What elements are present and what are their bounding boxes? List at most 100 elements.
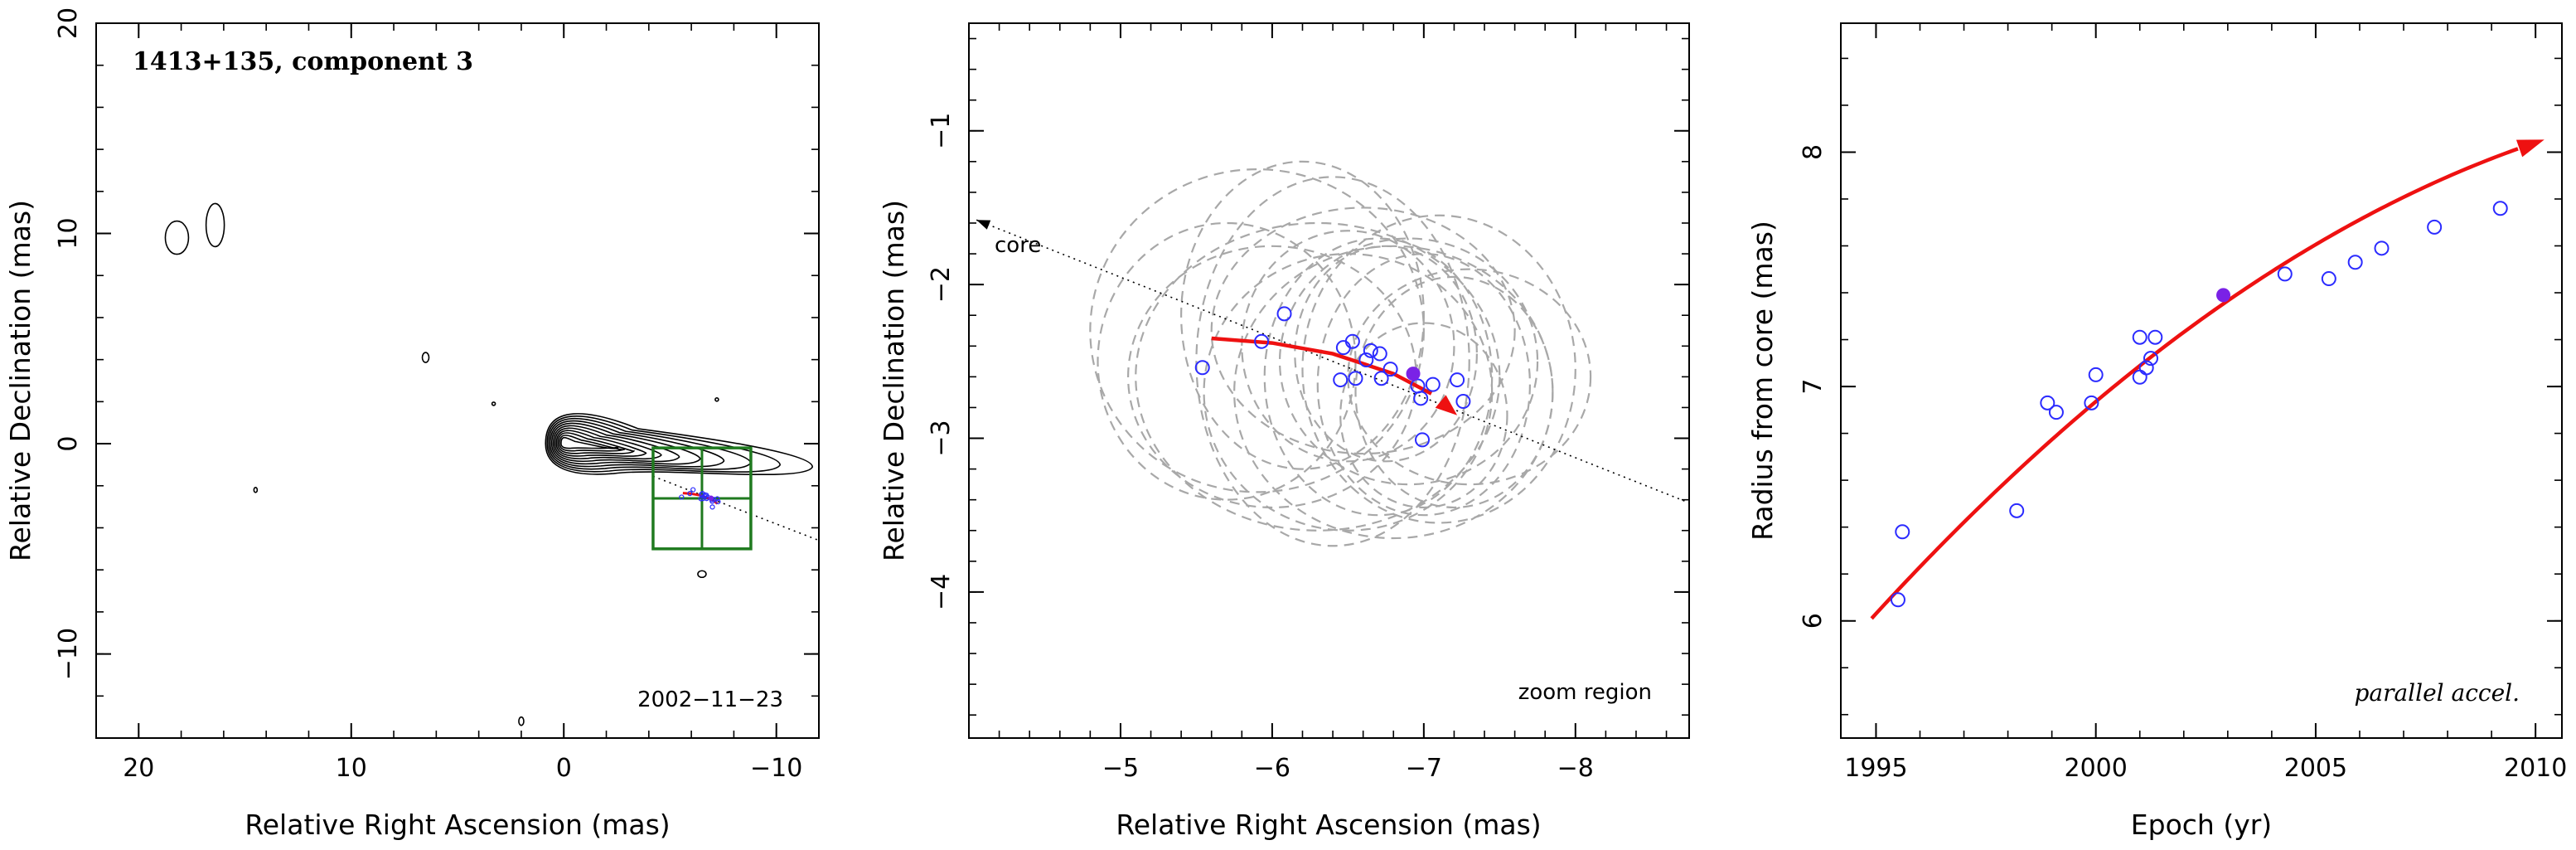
map-title: 1413+135, component 3 (133, 47, 473, 76)
radius-data-point (2132, 329, 2147, 345)
error-ellipse (1241, 230, 1455, 463)
x-tick-label: 2010 (2504, 754, 2567, 783)
zoom-axis-ticks: −5 −6 −7 −8 −1 −2 −3 −4 (927, 23, 1689, 783)
contour-level (555, 430, 647, 457)
zoom-fit-arrowhead (1435, 395, 1458, 415)
map-component-point (714, 496, 720, 502)
zoom-data-point (1276, 306, 1292, 322)
y-tick-label: −3 (927, 420, 956, 456)
zoom-data-point (1363, 342, 1378, 358)
radius-data-point (2427, 219, 2443, 235)
error-ellipse (1354, 275, 1554, 509)
x-tick-label: 20 (123, 754, 154, 783)
zoom-highlight-point (1406, 367, 1421, 381)
map-features (651, 446, 820, 551)
radius-annotation: parallel accel. (2354, 679, 2520, 707)
zoom-region-panel: −5 −6 −7 −8 −1 −2 −3 −4 core zoom region Relati… (878, 22, 1690, 841)
contour-level (550, 422, 701, 465)
zoom-fit-curve (1211, 336, 1433, 396)
contour-island (697, 570, 707, 579)
y-tick-label: −2 (927, 266, 956, 303)
x-tick-label: 2005 (2284, 754, 2347, 783)
map-y-axis-label: Relative Declination (mas) (4, 200, 36, 561)
radius-data-point (2088, 367, 2104, 382)
zoom-region-annotation: zoom region (1518, 680, 1652, 705)
zoom-data-point (1358, 352, 1374, 367)
radius-features (1870, 139, 2545, 620)
radius-data-point (2347, 255, 2363, 270)
radius-fit-arrowhead (2515, 139, 2545, 158)
error-ellipse (1316, 252, 1532, 517)
y-tick-label: −10 (54, 628, 83, 680)
error-ellipse (1203, 252, 1494, 532)
error-ellipse (1294, 245, 1478, 463)
radius-data-point (2048, 405, 2064, 420)
contour-level (560, 436, 619, 449)
contour-island (421, 352, 430, 363)
error-ellipse (1339, 322, 1508, 509)
radius-data-point (2492, 201, 2508, 216)
y-tick-label: −4 (927, 574, 956, 610)
zoom-data-point (1333, 372, 1349, 388)
radius-data-point (2084, 395, 2099, 410)
contour-map (164, 202, 814, 726)
x-tick-label: −6 (1254, 754, 1290, 783)
x-tick-label: 10 (336, 754, 367, 783)
map-epoch-label: 2002−11−23 (637, 687, 783, 712)
contour-island (253, 487, 259, 493)
contour-island (491, 401, 496, 406)
error-ellipse (1210, 206, 1516, 455)
zoom-data-point (1425, 376, 1441, 392)
zoom-data-point (1415, 432, 1431, 448)
zoom-data-point (1348, 371, 1363, 386)
radius-data-point (2040, 395, 2055, 410)
contour-level (552, 425, 680, 463)
y-tick-label: 8 (1799, 144, 1828, 160)
y-tick-label: −1 (927, 113, 956, 149)
radius-data-point (2132, 369, 2147, 385)
radius-data-point (2143, 351, 2158, 367)
radius-data-point (1890, 592, 1905, 608)
x-tick-label: 0 (556, 754, 572, 783)
zoom-data-point (1254, 333, 1270, 349)
contour-level (546, 415, 781, 473)
map-axis-ticks: 20 10 0 −10 −10 0 10 20 (54, 7, 820, 783)
radius-data-point (2321, 271, 2336, 287)
map-component-point (715, 498, 721, 505)
radius-highlight-point (2216, 288, 2231, 303)
zoom-data-point (1382, 362, 1398, 377)
zoom-features (976, 219, 1690, 504)
x-tick-label: −10 (750, 754, 802, 783)
radius-x-axis-label: Epoch (yr) (2131, 809, 2272, 841)
y-tick-label: 20 (54, 7, 83, 39)
contour-level (550, 420, 725, 468)
radius-data-point (1895, 524, 1910, 540)
zoom-y-axis-label: Relative Declination (mas) (878, 200, 910, 561)
map-plot-frame (95, 22, 820, 739)
contour-map-panel: 20 10 0 −10 −10 0 10 20 1413+135, component 3 2… (4, 7, 820, 841)
x-tick-label: 1995 (1844, 754, 1907, 783)
radius-axis-ticks: 1995 2000 2005 2010 6 7 8 (1799, 23, 2567, 783)
radius-data-point (2374, 240, 2390, 256)
zoom-data-point (1455, 394, 1471, 410)
radius-plot-frame (1840, 22, 2563, 739)
zoom-plot-frame (968, 22, 1690, 739)
zoom-data-point (1373, 371, 1389, 386)
map-component-point (690, 487, 696, 493)
radius-data-point (2009, 503, 2025, 518)
error-ellipse (1180, 160, 1425, 470)
core-direction-line (976, 219, 1690, 504)
map-x-axis-label: Relative Right Ascension (mas) (245, 809, 670, 841)
radius-y-axis-label: Radius from core (mas) (1746, 221, 1779, 541)
error-ellipse (1233, 245, 1554, 540)
zoom-data-point (1335, 340, 1351, 356)
y-tick-label: 0 (54, 436, 83, 452)
contour-island (164, 220, 190, 255)
contour-level (557, 432, 635, 454)
map-component-highlight (708, 495, 714, 501)
error-ellipse (1301, 214, 1576, 524)
error-ellipse (1195, 176, 1470, 547)
zoom-data-point (1372, 346, 1387, 362)
map-component-point (687, 491, 693, 497)
